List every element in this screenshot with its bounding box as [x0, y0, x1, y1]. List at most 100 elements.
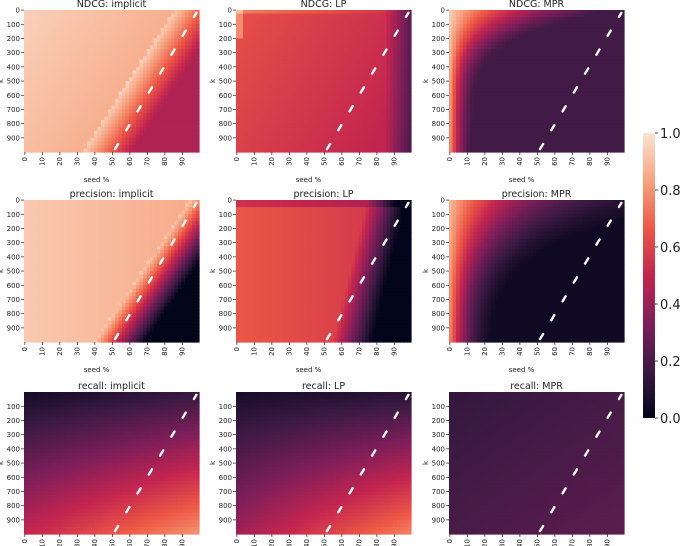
heatmap-cell	[323, 127, 328, 132]
heatmap-cell	[459, 20, 464, 25]
heatmap-cell	[320, 73, 325, 79]
heatmap-cell	[90, 70, 95, 75]
heatmap-cell	[76, 27, 81, 32]
heatmap-cell	[52, 95, 57, 100]
heatmap-cell	[386, 31, 391, 36]
heatmap-cell	[24, 45, 29, 50]
heatmap-cell	[31, 10, 36, 15]
heatmap-cell	[295, 98, 300, 103]
heatmap-cell	[351, 137, 356, 142]
heatmap-cell	[246, 148, 251, 153]
heatmap-cell	[463, 56, 468, 61]
heatmap-cell	[323, 134, 328, 139]
heatmap-cell	[617, 59, 622, 64]
heatmap-cell	[150, 148, 155, 153]
heatmap-cell	[87, 137, 92, 142]
x-tick-label: 10	[38, 157, 46, 166]
heatmap-cell	[97, 49, 102, 54]
heatmap-cell	[153, 98, 158, 103]
heatmap-cell	[260, 127, 265, 132]
heatmap-cell	[466, 24, 471, 29]
heatmap-cell	[260, 49, 265, 54]
heatmap-cell	[379, 137, 384, 142]
heatmap-cell	[188, 144, 193, 150]
heatmap-cell	[153, 95, 158, 100]
heatmap-cell	[379, 95, 384, 100]
heatmap-cell	[188, 63, 193, 68]
heatmap-cell	[73, 95, 78, 100]
heatmap-cell	[150, 59, 155, 64]
heatmap-cell	[118, 17, 123, 22]
heatmap-cell	[146, 52, 151, 57]
heatmap-cell	[327, 41, 332, 47]
heatmap-cell	[264, 123, 269, 128]
heatmap-cell	[62, 84, 67, 89]
heatmap-cell	[355, 144, 360, 150]
heatmap-cell	[376, 34, 381, 39]
heatmap-cell	[568, 31, 573, 36]
heatmap-cell	[174, 38, 179, 43]
heatmap-cell	[313, 38, 318, 43]
heatmap-cell	[250, 66, 255, 71]
heatmap-cell	[362, 137, 367, 142]
heatmap-cell	[125, 52, 130, 57]
heatmap-cell	[529, 70, 534, 75]
heatmap-cell	[45, 20, 50, 25]
heatmap-cell	[365, 66, 370, 71]
heatmap-cell	[239, 105, 244, 110]
heatmap-cell	[73, 127, 78, 132]
heatmap-cell	[400, 134, 405, 139]
heatmap-cell	[34, 134, 39, 139]
heatmap-cell	[52, 130, 57, 135]
heatmap-cell	[271, 84, 276, 89]
heatmap-cell	[146, 27, 151, 32]
heatmap-cell	[125, 70, 130, 75]
heatmap-cell	[355, 91, 360, 96]
heatmap-cell	[379, 59, 384, 64]
heatmap-cell	[473, 63, 478, 68]
heatmap-cell	[38, 34, 43, 39]
y-axis-label: k	[209, 78, 217, 83]
y-tick-label: 0	[228, 7, 232, 15]
heatmap-cell	[341, 38, 346, 43]
heatmap-cell	[83, 52, 88, 57]
heatmap-cell	[146, 95, 151, 100]
heatmap-cell	[302, 31, 307, 36]
heatmap-cell	[264, 130, 269, 135]
heatmap-cell	[115, 38, 120, 43]
heatmap-cell	[568, 59, 573, 64]
heatmap-cell	[400, 95, 405, 100]
heatmap-cell	[80, 84, 85, 89]
heatmap-cell	[292, 73, 297, 79]
heatmap-cell	[69, 59, 74, 64]
heatmap-cell	[393, 52, 398, 57]
heatmap-cell	[271, 134, 276, 139]
heatmap-cell	[582, 31, 587, 36]
heatmap-cell	[136, 34, 141, 39]
heatmap-cell	[466, 34, 471, 39]
heatmap-cell	[125, 27, 130, 32]
heatmap-cell	[358, 41, 363, 47]
heatmap-cell	[557, 38, 562, 43]
heatmap-cell	[239, 137, 244, 142]
heatmap-cell	[620, 52, 625, 57]
heatmap-cell	[174, 17, 179, 22]
heatmap-cell	[76, 24, 81, 29]
heatmap-cell	[167, 141, 172, 146]
heatmap-cell	[487, 34, 492, 39]
heatmap-cell	[557, 52, 562, 57]
heatmap-cell	[24, 77, 29, 82]
heatmap-cell	[73, 10, 78, 15]
heatmap-cell	[512, 66, 517, 71]
heatmap-cell	[386, 130, 391, 135]
heatmap-cell	[313, 81, 318, 86]
heatmap-cell	[24, 120, 29, 125]
heatmap-cell	[344, 73, 349, 79]
heatmap-cell	[610, 52, 615, 57]
heatmap-cell	[323, 56, 328, 61]
heatmap-cell	[178, 84, 183, 89]
heatmap-cell	[487, 31, 492, 36]
heatmap-cell	[38, 123, 43, 128]
heatmap-cell	[299, 59, 304, 64]
heatmap-cell	[253, 102, 258, 107]
